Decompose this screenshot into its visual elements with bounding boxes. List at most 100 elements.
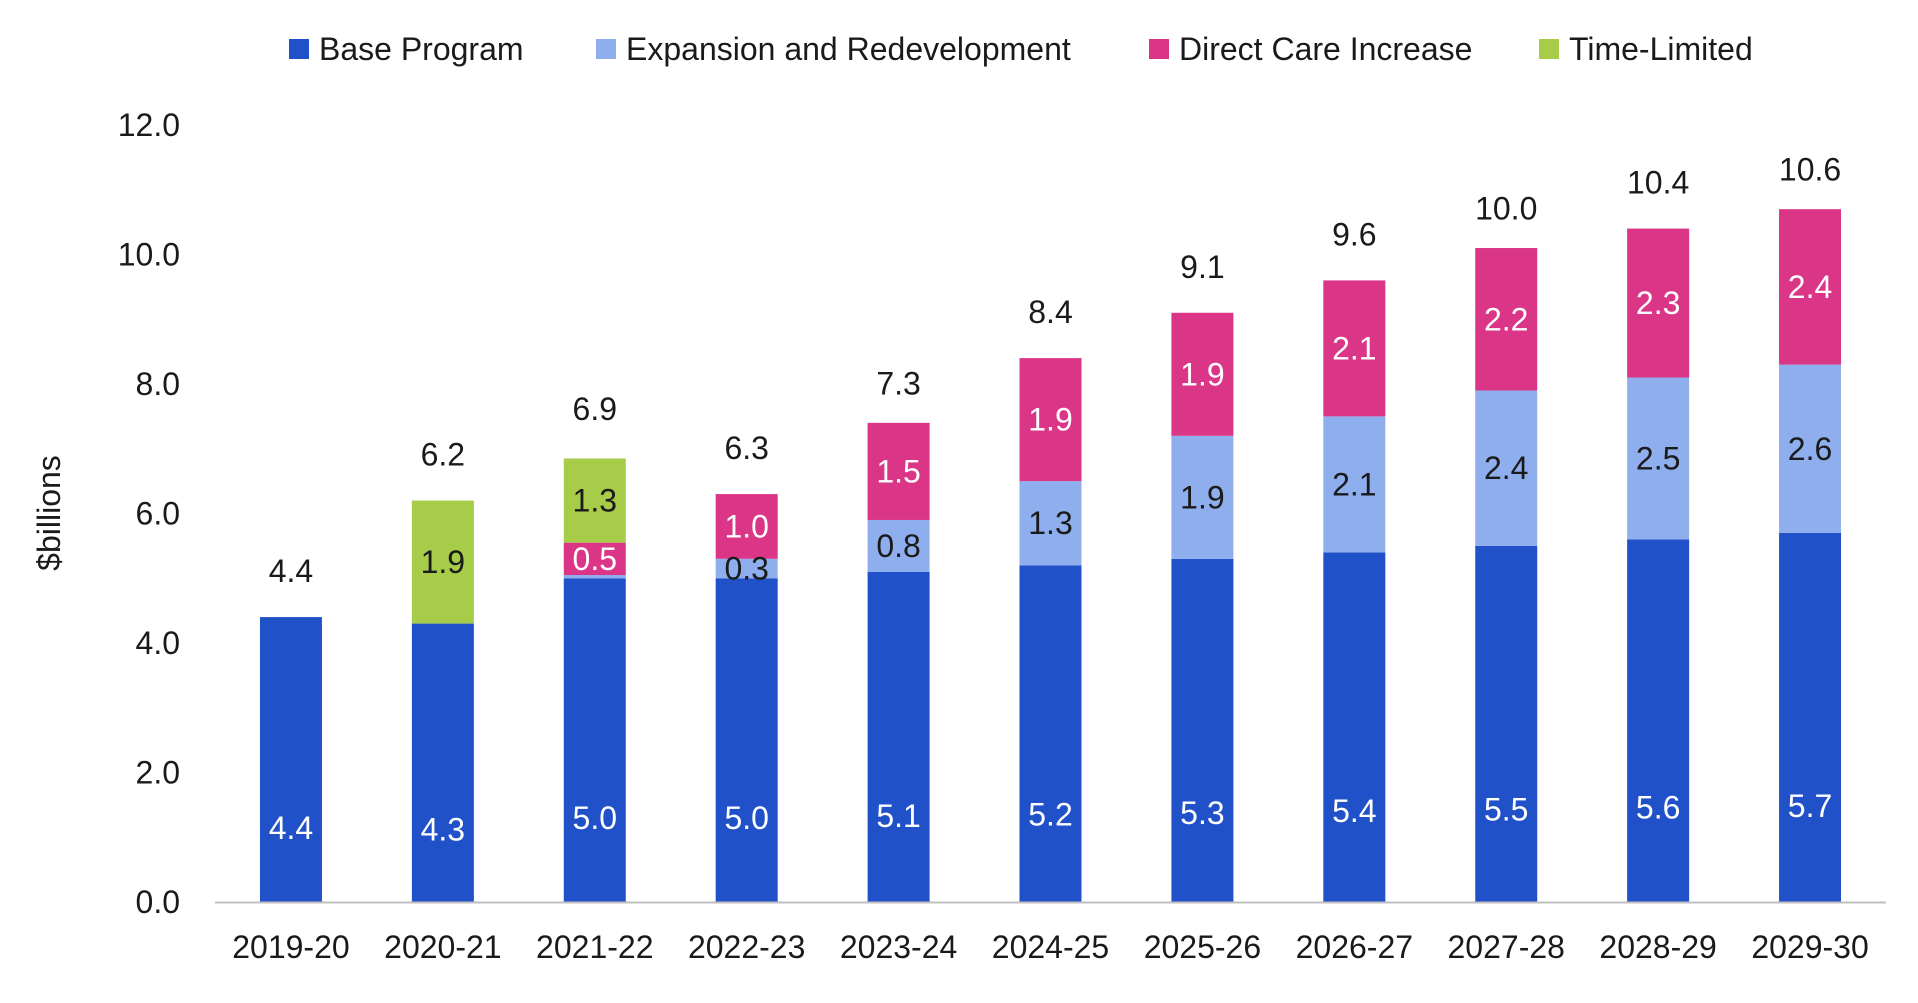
data-label-base-program: 5.5 — [1484, 791, 1528, 827]
data-label-base-program: 5.0 — [724, 800, 768, 836]
bar-expansion-and-redevelopment — [867, 519, 930, 572]
x-tick-label: 2028-29 — [1599, 929, 1716, 965]
data-label-expansion-and-redevelopment: 1.9 — [1180, 479, 1224, 515]
bar-base-program — [1323, 552, 1386, 902]
x-axis-ticks: 2019-20 2020-21 2021-22 2022-23 2023-24 2024-… — [232, 929, 1869, 965]
x-tick-label: 2024-25 — [992, 929, 1109, 965]
x-tick-label: 2019-20 — [232, 929, 349, 965]
total-label: 4.4 — [269, 553, 313, 589]
total-label: 9.6 — [1332, 216, 1376, 252]
x-tick-label: 2020-21 — [384, 929, 501, 965]
data-label-direct-care-increase: 2.1 — [1332, 330, 1376, 366]
x-tick-label: 2025-26 — [1144, 929, 1261, 965]
bar-direct-care-increase — [1323, 280, 1386, 417]
data-label-direct-care-increase: 2.3 — [1636, 285, 1680, 321]
bar-direct-care-increase — [1779, 209, 1842, 365]
x-tick-label: 2022-23 — [688, 929, 805, 965]
x-tick-label: 2023-24 — [840, 929, 957, 965]
data-label-base-program: 4.3 — [421, 812, 465, 848]
data-label-direct-care-increase: 1.9 — [1180, 356, 1224, 392]
legend-swatch-time-limited — [1539, 39, 1559, 59]
legend-swatch-direct-care-increase — [1149, 39, 1169, 59]
bar-direct-care-increase — [1019, 358, 1082, 482]
y-tick-label: 8.0 — [136, 366, 180, 402]
data-label-direct-care-increase: 2.4 — [1788, 269, 1832, 305]
total-label: 8.4 — [1028, 294, 1072, 330]
x-tick-label: 2029-30 — [1751, 929, 1868, 965]
bar-expansion-and-redevelopment — [1323, 416, 1386, 553]
bar-expansion-and-redevelopment — [563, 575, 626, 579]
bar-direct-care-increase — [867, 422, 930, 520]
total-label: 6.2 — [421, 437, 465, 473]
y-tick-label: 10.0 — [118, 237, 180, 273]
data-label-expansion-and-redevelopment: 2.4 — [1484, 450, 1528, 486]
data-label-expansion-and-redevelopment: 0.3 — [724, 551, 768, 587]
y-tick-label: 6.0 — [136, 496, 180, 532]
data-label-direct-care-increase: 1.0 — [724, 508, 768, 544]
segment-labels: 4.4 4.3 1.9 5.0 0.5 1.3 5.0 0.3 1.0 5.1 0.8 1.5 5.2 1… — [269, 269, 1833, 848]
legend-label-base-program: Base Program — [319, 31, 524, 67]
legend-label-direct-care-increase: Direct Care Increase — [1179, 31, 1472, 67]
bar-base-program — [1627, 539, 1690, 902]
bar-expansion-and-redevelopment — [715, 558, 778, 579]
total-label: 6.3 — [724, 430, 768, 466]
bar-base-program — [259, 617, 322, 902]
y-tick-label: 12.0 — [118, 107, 180, 143]
y-tick-label: 2.0 — [136, 755, 180, 791]
bar-base-program — [867, 571, 930, 902]
bar-time-limited — [563, 458, 626, 543]
data-label-expansion-and-redevelopment: 2.1 — [1332, 466, 1376, 502]
data-label-base-program: 5.1 — [876, 798, 920, 834]
bar-expansion-and-redevelopment — [1475, 390, 1538, 546]
bar-direct-care-increase — [1475, 248, 1538, 391]
bar-expansion-and-redevelopment — [1627, 377, 1690, 540]
bar-base-program — [1019, 565, 1082, 902]
bar-base-program — [1475, 545, 1538, 902]
bar-base-program — [563, 578, 626, 902]
legend: Base Program Expansion and Redevelopment D… — [289, 31, 1753, 67]
bar-base-program — [1171, 558, 1234, 902]
bar-expansion-and-redevelopment — [1019, 481, 1082, 566]
y-axis-ticks: 0.0 2.0 4.0 6.0 8.0 10.0 12.0 — [118, 107, 180, 920]
y-tick-label: 4.0 — [136, 625, 180, 661]
data-label-base-program: 5.0 — [573, 800, 617, 836]
bar-time-limited — [411, 500, 474, 624]
x-tick-label: 2021-22 — [536, 929, 653, 965]
total-label: 10.6 — [1779, 152, 1841, 188]
bar-expansion-and-redevelopment — [1779, 364, 1842, 533]
data-label-expansion-and-redevelopment: 2.5 — [1636, 440, 1680, 476]
legend-swatch-expansion-and-redevelopment — [596, 39, 616, 59]
bars — [259, 209, 1842, 902]
y-axis-title: $billions — [31, 455, 67, 571]
data-label-expansion-and-redevelopment: 2.6 — [1788, 431, 1832, 467]
bar-direct-care-increase — [1171, 312, 1234, 436]
bar-direct-care-increase — [715, 494, 778, 559]
data-label-direct-care-increase: 1.9 — [1028, 402, 1072, 438]
y-tick-label: 0.0 — [136, 884, 180, 920]
legend-label-expansion-and-redevelopment: Expansion and Redevelopment — [626, 31, 1071, 67]
x-tick-label: 2026-27 — [1296, 929, 1413, 965]
data-label-base-program: 5.7 — [1788, 788, 1832, 824]
data-label-direct-care-increase: 2.2 — [1484, 301, 1528, 337]
data-label-expansion-and-redevelopment: 1.3 — [1028, 505, 1072, 541]
data-label-expansion-and-redevelopment: 0.8 — [876, 528, 920, 564]
bar-expansion-and-redevelopment — [1171, 435, 1234, 559]
total-label: 6.9 — [573, 391, 617, 427]
data-label-direct-care-increase: 0.5 — [573, 541, 617, 577]
bar-direct-care-increase — [1627, 228, 1690, 378]
data-label-base-program: 5.6 — [1636, 790, 1680, 826]
data-label-base-program: 5.3 — [1180, 795, 1224, 831]
data-label-time-limited: 1.9 — [421, 544, 465, 580]
x-tick-label: 2027-28 — [1448, 929, 1565, 965]
legend-label-time-limited: Time-Limited — [1569, 31, 1753, 67]
bar-direct-care-increase — [563, 542, 626, 576]
data-label-base-program: 5.4 — [1332, 793, 1376, 829]
data-label-direct-care-increase: 1.5 — [876, 453, 920, 489]
total-label: 10.0 — [1475, 191, 1537, 227]
data-label-base-program: 4.4 — [269, 810, 313, 846]
data-label-base-program: 5.2 — [1028, 796, 1072, 832]
legend-swatch-base-program — [289, 39, 309, 59]
total-labels: 4.4 6.2 6.9 6.3 7.3 8.4 9.1 9.6 10.0 10.4 10.6 — [269, 152, 1841, 589]
